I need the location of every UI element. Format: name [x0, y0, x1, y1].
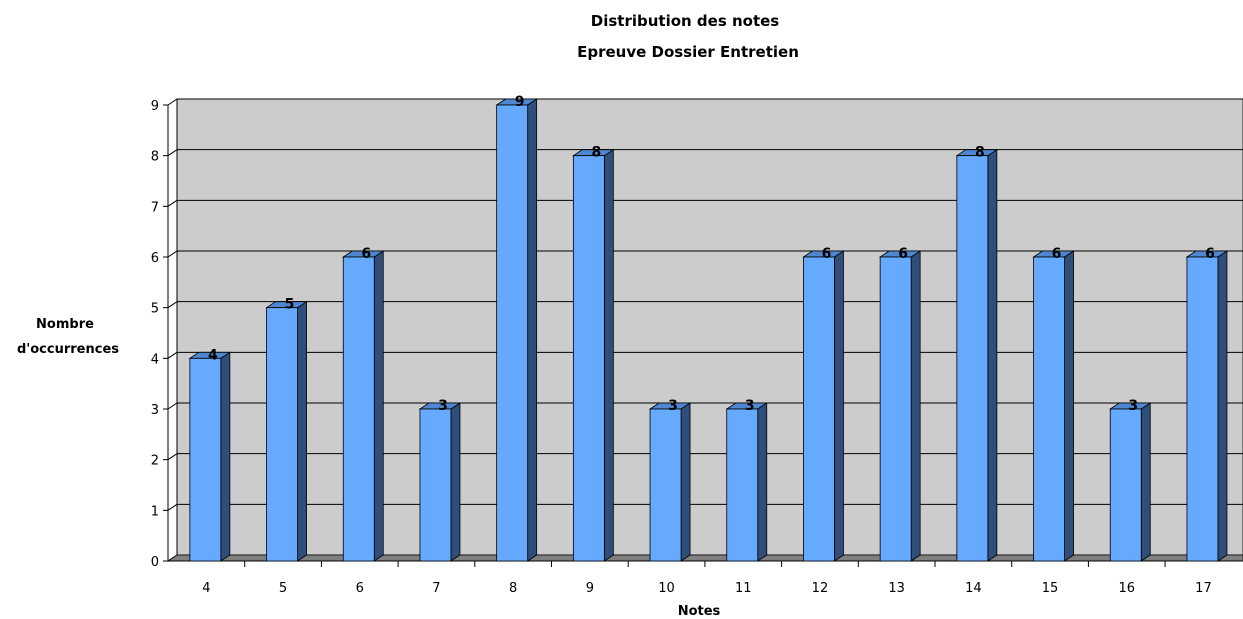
data-label: 6	[361, 246, 371, 262]
x-tick-label: 15	[1042, 581, 1059, 596]
x-tick-label: 13	[888, 581, 905, 596]
floor	[166, 554, 1243, 562]
data-label: 6	[1205, 246, 1215, 262]
gridline-connector	[167, 453, 178, 461]
data-label: 3	[668, 398, 678, 414]
x-tick-label: 12	[812, 581, 829, 596]
bar	[189, 357, 222, 562]
x-tick-label: 8	[509, 581, 517, 596]
bar-side	[680, 402, 691, 562]
y-tick-label: 0	[151, 555, 159, 570]
plot-area: 0123456789445566379889310311612613814615…	[151, 94, 1243, 596]
y-tick-label: 9	[151, 99, 159, 114]
data-label: 3	[745, 398, 755, 414]
bar	[342, 256, 375, 562]
bar	[1033, 256, 1065, 562]
x-tick-label: 9	[586, 581, 594, 596]
data-label: 6	[898, 246, 908, 262]
x-tick-label: 10	[658, 581, 675, 596]
gridline-connector	[167, 402, 178, 410]
y-axis-title-line-2: d'occurrences	[17, 342, 119, 357]
bar	[956, 155, 989, 562]
x-tick-label: 17	[1195, 581, 1212, 596]
x-axis-title: Notes	[678, 604, 721, 619]
data-label: 4	[208, 347, 218, 363]
bar	[726, 408, 759, 562]
back-wall	[176, 98, 1243, 556]
bar-side	[1140, 402, 1151, 562]
bar-side	[373, 250, 384, 562]
chart-subtitle: Epreuve Dossier Entretien	[577, 43, 799, 61]
bar-side	[527, 98, 538, 562]
bar	[649, 408, 682, 562]
y-tick-label: 2	[151, 454, 159, 469]
y-axis-title-line-1: Nombre	[36, 317, 94, 332]
bar-side	[220, 351, 231, 562]
bar	[419, 408, 452, 562]
y-tick-label: 5	[151, 302, 159, 317]
bar-side	[1064, 250, 1074, 562]
y-tick-label: 4	[151, 352, 159, 367]
bar	[1109, 408, 1142, 562]
x-tick-label: 4	[202, 581, 210, 596]
x-tick-label: 6	[356, 581, 364, 596]
gridline-connector	[167, 250, 178, 258]
bar-side	[910, 250, 921, 562]
x-tick-label: 16	[1118, 581, 1135, 596]
data-label: 6	[1052, 246, 1062, 262]
data-label: 8	[975, 145, 985, 161]
gridline-connector	[167, 351, 178, 359]
bar	[266, 307, 298, 562]
y-tick-label: 1	[151, 504, 159, 519]
data-label: 9	[515, 94, 525, 110]
y-tick-label: 8	[151, 150, 159, 165]
bar	[496, 104, 529, 562]
data-label: 5	[285, 297, 295, 313]
y-tick-label: 7	[151, 200, 159, 215]
bar-side	[603, 148, 614, 562]
chart-title: Distribution des notes	[591, 12, 780, 30]
bar-side	[757, 402, 768, 562]
bar-side	[1217, 250, 1228, 562]
bar	[1186, 256, 1219, 562]
x-tick-label: 7	[432, 581, 440, 596]
bar-side	[987, 148, 998, 562]
x-tick-label: 11	[735, 581, 752, 596]
gridline-connector	[167, 149, 178, 157]
bar	[572, 155, 605, 562]
y-tick-label: 6	[151, 251, 159, 266]
bar-side	[297, 300, 307, 562]
bar-side	[834, 250, 844, 562]
x-tick-label: 14	[965, 581, 982, 596]
data-label: 3	[1128, 398, 1138, 414]
bar	[879, 256, 912, 562]
data-label: 6	[822, 246, 832, 262]
gridline-connector	[167, 503, 178, 511]
bar	[803, 256, 835, 562]
data-label: 3	[438, 398, 448, 414]
y-tick-label: 3	[151, 403, 159, 418]
gridline-connector	[167, 301, 178, 309]
gridline-connector	[167, 199, 178, 207]
gridline-connector	[167, 98, 178, 106]
data-label: 8	[591, 145, 601, 161]
x-tick-label: 5	[279, 581, 287, 596]
bar-side	[450, 402, 461, 562]
